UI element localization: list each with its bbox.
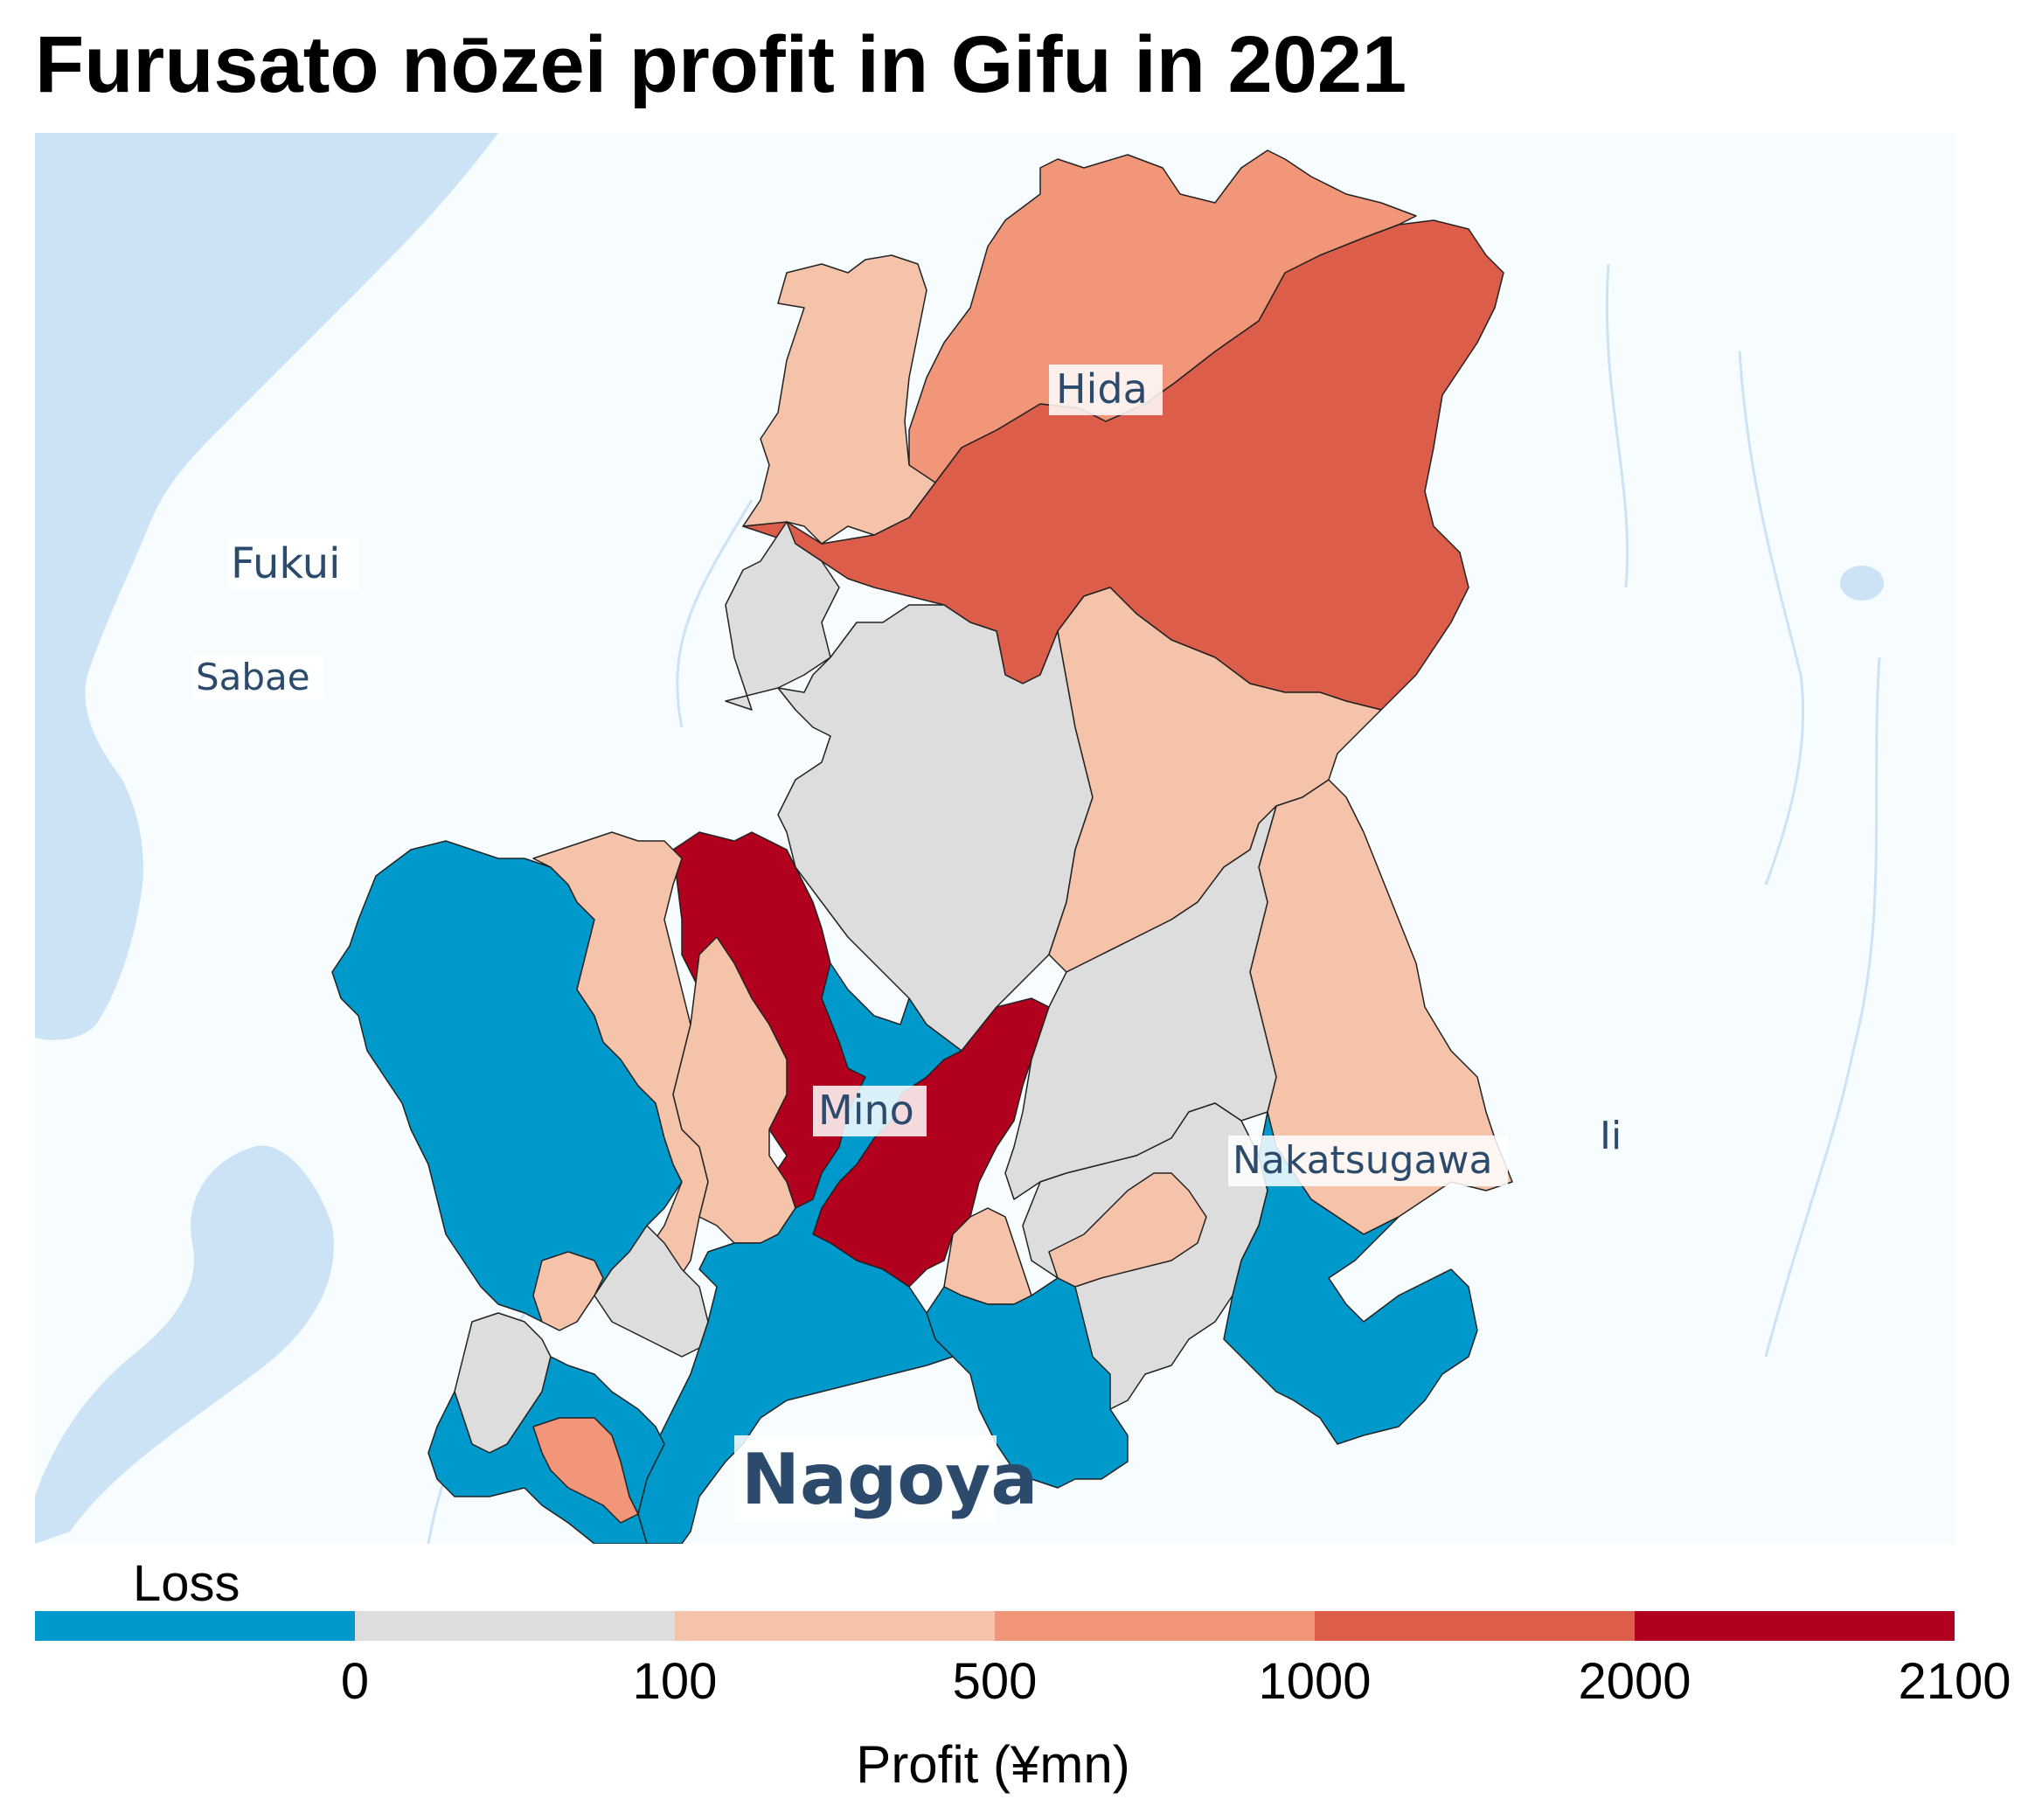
region-kani	[1048, 1172, 1207, 1288]
legend-tick-label: 2000	[1578, 1653, 1691, 1710]
legend-swatch-0	[35, 1611, 355, 1641]
legend-swatch-2	[675, 1611, 995, 1641]
label-mino: Mino	[818, 1087, 914, 1134]
municipalities	[331, 149, 1513, 1544]
legend-swatch-5	[1635, 1611, 1955, 1641]
legend-tick-label: 100	[632, 1653, 718, 1710]
region-ogaki	[532, 1417, 639, 1524]
legend-title: Profit (¥mn)	[856, 1735, 1130, 1794]
region-ena	[1223, 1111, 1478, 1445]
label-nagoya: Nagoya	[741, 1439, 1038, 1520]
gifu-choropleth-map: Hida Fukui Sabae Mino Nakatsugawa Ii Nag…	[35, 133, 1955, 1544]
place-labels: Hida Fukui Sabae Mino Nakatsugawa Ii Nag…	[192, 365, 1622, 1523]
region-hida-city	[908, 149, 1417, 518]
legend-swatch-4	[1315, 1611, 1635, 1641]
region-ikeda	[532, 1251, 604, 1331]
label-hida: Hida	[1056, 365, 1148, 413]
map-title: Furusato nōzei profit in Gifu in 2021	[35, 20, 1407, 109]
legend-swatch-1	[355, 1611, 675, 1641]
region-east-grey	[1004, 805, 1277, 1200]
lake-biwa	[35, 1145, 334, 1544]
region-shirakawa	[742, 254, 936, 545]
label-iida-partial: Ii	[1600, 1114, 1622, 1158]
legend-color-bar	[35, 1611, 1955, 1641]
legend-loss-label: Loss	[133, 1555, 240, 1612]
sea-water	[35, 133, 498, 1040]
region-tajimi	[926, 1277, 1129, 1489]
legend-tick-label: 1000	[1258, 1653, 1372, 1710]
label-sabae: Sabae	[196, 656, 310, 698]
region-kitagata	[594, 1225, 709, 1358]
legend-tick-label: 500	[952, 1653, 1038, 1710]
label-fukui: Fukui	[231, 539, 340, 588]
legend-tick-label: 2100	[1898, 1653, 2011, 1710]
legend-tick-label: 0	[340, 1653, 370, 1710]
label-nakatsugawa: Nakatsugawa	[1233, 1138, 1492, 1183]
small-lake	[1840, 566, 1884, 601]
legend-swatch-3	[995, 1611, 1315, 1641]
